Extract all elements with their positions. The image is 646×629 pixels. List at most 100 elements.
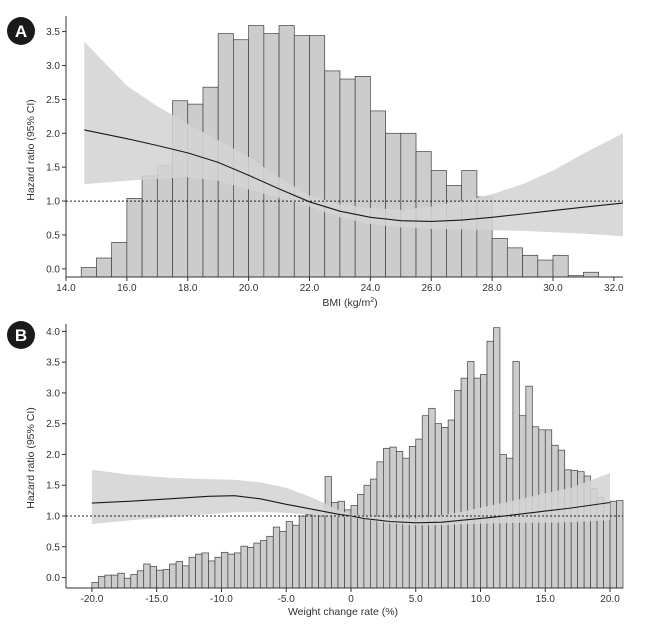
panel-a-histogram-bar: [324, 70, 341, 278]
panel-b-histogram-bar: [408, 446, 417, 589]
panel-a-histogram-bar: [446, 185, 463, 278]
panel-b-y-tick-label: 0.5: [46, 542, 60, 553]
panel-b-histogram-bar: [188, 556, 196, 589]
panel-b-histogram-bar: [227, 553, 235, 589]
panel-b-histogram-bar: [467, 361, 475, 589]
panel-a-histogram-bar: [278, 25, 295, 278]
panel-b-histogram-bar: [318, 515, 326, 589]
panel-a-confidence-band: [84, 41, 624, 237]
panel-b-histogram-bar: [311, 509, 319, 589]
panel-b-histogram-bar: [525, 385, 533, 589]
panel-b-histogram-bar: [609, 500, 617, 589]
panel-b-histogram-bar: [428, 407, 436, 589]
panel-b-histogram-bar: [143, 563, 151, 589]
panel-b-x-tick-label: 0: [348, 594, 354, 605]
panel-b-x-axis-label: Weight change rate (%): [288, 606, 398, 618]
panel-b-x-tick-label: -15.0: [145, 594, 168, 605]
panel-b-histogram-bar: [493, 327, 501, 589]
panel-b-histogram-bar: [434, 423, 443, 589]
panel-a-histogram-bar: [400, 132, 417, 278]
panel-b-x-tick-label: -10.0: [210, 594, 233, 605]
panel-a-y-axis-label: Hazard ratio (95% CI): [25, 99, 37, 201]
panel-a-histogram-bar: [370, 110, 386, 278]
panel-a-histogram-bar: [141, 175, 158, 278]
panel-b-histogram-bar: [441, 427, 449, 589]
panel-b-y-tick-label: 1.0: [46, 512, 60, 523]
panel-a-plot-area: [66, 25, 624, 278]
panel-b-y-tick-label: 3.0: [46, 388, 60, 399]
panel-b-histogram-bar: [136, 570, 145, 589]
panel-b-y-tick-label: 0.0: [46, 573, 60, 584]
panel-b-histogram-bar: [421, 415, 430, 589]
panel-b-x-tick-label: 10.0: [471, 594, 491, 605]
panel-b-histogram-bar: [305, 514, 313, 589]
panel-b-badge: [7, 321, 35, 349]
panel-a-histogram-bar: [263, 33, 280, 278]
panel-b-histogram-bar: [110, 574, 119, 589]
panel-a-histogram-bar: [156, 165, 173, 278]
panel-b-histogram-bar: [149, 566, 158, 589]
panel-b-y-tick-label: 2.0: [46, 450, 60, 461]
panel-a-x-tick-label: 20.0: [239, 283, 259, 294]
panel-b-histogram-bar: [447, 419, 455, 589]
panel-a-histogram-bar: [522, 254, 539, 278]
panel-a-x-tick-label: 26.0: [422, 283, 442, 294]
panel-b-histogram-bar: [175, 561, 183, 589]
panel-b-hazard-curve: [91, 495, 611, 524]
panel-b-histogram-bar: [253, 542, 261, 589]
panel-a-x-tick-label: 14.0: [56, 283, 76, 294]
panel-a-histogram-bar: [96, 257, 113, 278]
panel-b-y-tick-label: 1.5: [46, 481, 60, 492]
panel-a-y-axis: 0.0 0.5 1.0 1.5 2.0 2.5 3.0 3.5: [46, 16, 67, 277]
panel-a-y-tick-label: 0.5: [46, 230, 60, 241]
panel-a-y-tick-label: 0.0: [46, 264, 60, 275]
panel-b-histogram-bar: [370, 478, 378, 589]
panel-a-histogram-bar: [491, 238, 508, 278]
panel-b-x-tick-label: -20.0: [81, 594, 104, 605]
panel-a-badge-label: A: [15, 22, 27, 41]
panel-b-x-tick-label: -5.0: [278, 594, 296, 605]
panel-b-histogram-bar: [266, 535, 274, 589]
panel-a-y-tick-label: 3.5: [46, 27, 60, 38]
panel-a-histogram-bar: [354, 75, 371, 278]
panel-b-histogram-bar: [246, 547, 255, 589]
panel-b-y-axis-label: Hazard ratio (95% CI): [25, 407, 37, 509]
panel-a-histogram-bar: [552, 254, 569, 278]
panel-b-histogram-bar: [344, 509, 352, 589]
panel-a-histogram-bar: [202, 86, 219, 278]
panel-b-histogram-bar: [240, 545, 248, 589]
panel-a-x-tick-label: 32.0: [604, 283, 624, 294]
panel-a-x-tick-label: 28.0: [482, 283, 502, 294]
panel-b-x-tick-label: 5.0: [409, 594, 423, 605]
panel-b-histogram-bar: [162, 569, 170, 589]
panel-b-histogram-bar: [292, 524, 300, 589]
panel-a-y-tick-label: 2.0: [46, 129, 60, 140]
panel-b-histogram-bar: [201, 552, 209, 589]
panel-a-y-tick-label: 3.0: [46, 61, 60, 72]
panel-b-histogram-bar: [473, 377, 481, 589]
panel-a-x-tick-label: 24.0: [361, 283, 381, 294]
panel-a-histogram-bar: [80, 267, 97, 278]
panel-a-x-axis-label: BMI (kg/m2): [322, 297, 377, 309]
panel-b-x-tick-label: 20.0: [600, 594, 620, 605]
panel-a-hazard-curve: [84, 129, 624, 222]
panel-a-x-tick-label: 16.0: [117, 283, 137, 294]
panel-b-histogram-bar: [91, 582, 99, 589]
panel-a-y-tick-label: 1.0: [46, 197, 60, 208]
panel-a: 14.0 16.0 18.0 20.0 22.0 24.0 26.0 28.0 30.0 32.0…: [7, 16, 624, 309]
panel-a-x-tick-label: 30.0: [543, 283, 563, 294]
panel-b-histogram-bar: [486, 340, 494, 589]
panel-a-histogram-bar: [583, 271, 600, 278]
panel-b-histogram-bar: [454, 390, 462, 589]
panel-a-histogram-bar: [506, 247, 523, 278]
panel-a-badge: [7, 17, 35, 45]
panel-b-histogram-bar: [363, 484, 371, 589]
panel-b-histogram-bar: [169, 563, 177, 589]
panel-b-histogram-bar: [480, 374, 488, 589]
panel-a-y-tick-label: 2.5: [46, 95, 60, 106]
panel-a-x-axis: 14.0 16.0 18.0 20.0 22.0 24.0 26.0 28.0 30.0 32.0: [56, 276, 624, 294]
panel-b-x-tick-label: 15.0: [536, 594, 556, 605]
panel-b-histogram-bar: [98, 575, 106, 589]
panel-b-histogram-bar: [272, 526, 281, 589]
panel-a-y-tick-label: 1.5: [46, 163, 60, 174]
